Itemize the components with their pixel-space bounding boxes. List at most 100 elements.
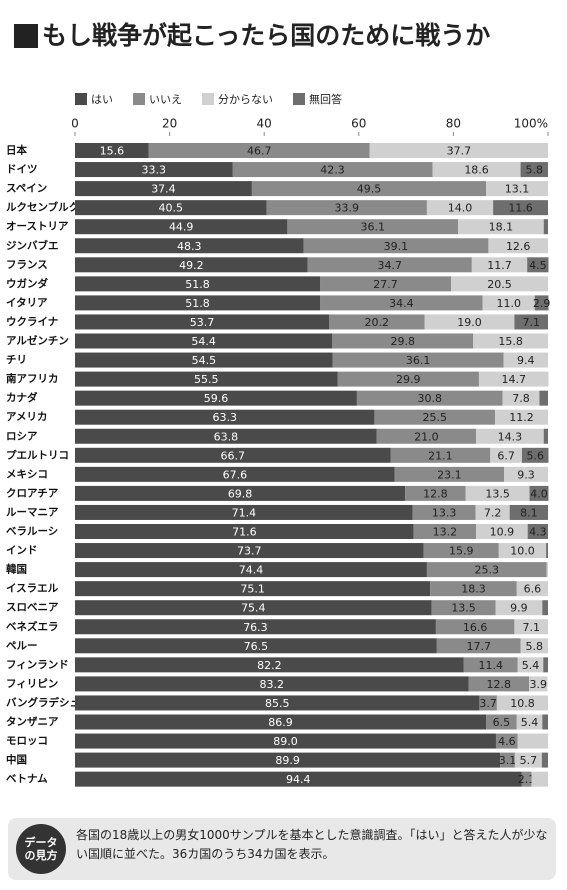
bar-segment — [426, 200, 494, 216]
bar-segment — [75, 504, 413, 520]
category-label: イスラエル — [6, 583, 59, 595]
value-label: 46.7 — [247, 145, 272, 158]
bar-segment — [504, 466, 548, 482]
title-square — [14, 24, 38, 48]
value-label: 37.7 — [447, 145, 472, 158]
value-label: 11.4 — [479, 659, 504, 672]
value-label: 6.7 — [497, 449, 515, 462]
bar-segment — [75, 581, 431, 597]
value-label: 10.8 — [510, 697, 535, 710]
value-label: 83.2 — [260, 678, 285, 691]
category-label: アメリカ — [6, 411, 47, 423]
bar-segment — [514, 314, 548, 330]
legend-swatch — [202, 93, 214, 105]
value-label: 16.6 — [463, 621, 488, 634]
bar-segment — [75, 485, 406, 501]
bar-segment — [148, 143, 370, 158]
bar-segment — [546, 543, 548, 559]
value-label: 2.1 — [518, 773, 536, 786]
value-label: 4.5 — [529, 259, 547, 272]
bar-segment — [529, 676, 548, 692]
bar-segment — [495, 733, 518, 749]
value-label: 34.4 — [389, 297, 414, 310]
bar-segment — [75, 524, 414, 539]
bar-segment — [534, 295, 549, 311]
bar-segment — [75, 409, 375, 425]
value-label: 5.4 — [521, 716, 539, 729]
value-label: 9.4 — [517, 354, 535, 367]
value-label: 6.6 — [524, 583, 542, 596]
bar-segment — [412, 504, 476, 520]
bar-segment — [356, 390, 503, 406]
value-label: 39.1 — [384, 240, 409, 253]
bar-segment — [490, 447, 522, 463]
bar-segment — [320, 276, 452, 292]
category-label: モロッコ — [6, 735, 48, 747]
category-label: ウクライナ — [6, 316, 58, 328]
value-label: 19.0 — [457, 316, 482, 329]
bar-segment — [75, 733, 496, 749]
value-label: 15.9 — [449, 545, 474, 558]
bar-segment — [75, 238, 304, 254]
category-label: ドイツ — [6, 164, 38, 176]
value-label: 76.5 — [244, 640, 269, 653]
value-label: 4.6 — [498, 735, 516, 748]
bar-segment — [75, 333, 333, 349]
category-label: ペルー — [6, 640, 38, 652]
category-label: ロシア — [6, 430, 38, 442]
value-label: 20.2 — [365, 316, 390, 329]
bar-segment — [329, 314, 425, 330]
bar-segment — [75, 466, 395, 482]
value-label: 49.2 — [179, 259, 204, 272]
bar-segment — [75, 219, 288, 235]
category-label: フィンランド — [6, 659, 69, 671]
note-box: データの見方 各国の18歳以上の男女1000サンプルを基本とした意識調査。「はい… — [8, 818, 556, 880]
bar-segment — [75, 181, 252, 197]
bar-segment — [478, 371, 549, 387]
bar-segment — [436, 638, 521, 654]
value-label: 5.8 — [526, 164, 544, 177]
value-label: 12.8 — [487, 678, 512, 691]
bar-segment — [521, 447, 549, 463]
x-tick-label: 40 — [257, 117, 272, 131]
bar-segment — [502, 390, 540, 406]
value-label: 23.1 — [437, 468, 462, 481]
bar-segment — [431, 600, 496, 616]
category-label: フランス — [6, 259, 48, 271]
value-label: 25.3 — [474, 564, 499, 577]
value-label: 71.6 — [232, 526, 257, 539]
x-tick-label: 0 — [71, 117, 79, 131]
category-label: ウガンダ — [6, 277, 48, 290]
bar-segment — [303, 238, 489, 254]
bar-segment — [430, 581, 517, 597]
value-label: 7.1 — [522, 621, 540, 634]
value-label: 5.4 — [522, 659, 540, 672]
bar-segment — [542, 714, 548, 730]
value-label: 21.0 — [414, 430, 439, 443]
bar-segment — [495, 600, 543, 616]
category-label: ベラルーシ — [6, 526, 58, 538]
chart-title: もし戦争が起こったら国のために戦うか — [42, 21, 490, 50]
bar-segment — [527, 524, 548, 539]
bar-segment — [75, 295, 321, 311]
bar-segment — [424, 314, 515, 330]
bar-segment — [486, 181, 548, 197]
value-label: 5.6 — [526, 449, 544, 462]
value-label: 13.3 — [432, 506, 457, 519]
category-label: メキシコ — [6, 468, 48, 480]
value-label: 14.3 — [498, 430, 523, 443]
bar-segment — [531, 771, 548, 787]
value-label: 3.1 — [499, 754, 517, 767]
value-label: 66.7 — [220, 449, 245, 462]
bar-segment — [394, 466, 505, 482]
bar-segment — [543, 428, 548, 444]
value-label: 13.2 — [433, 526, 458, 539]
value-label: 55.5 — [194, 373, 219, 386]
legend-swatch — [75, 93, 87, 105]
value-label: 51.8 — [185, 278, 210, 291]
value-label: 94.4 — [286, 773, 311, 786]
x-tick-label: 80 — [446, 117, 461, 131]
category-label: カナダ — [6, 391, 38, 404]
bar-segment — [541, 752, 548, 768]
